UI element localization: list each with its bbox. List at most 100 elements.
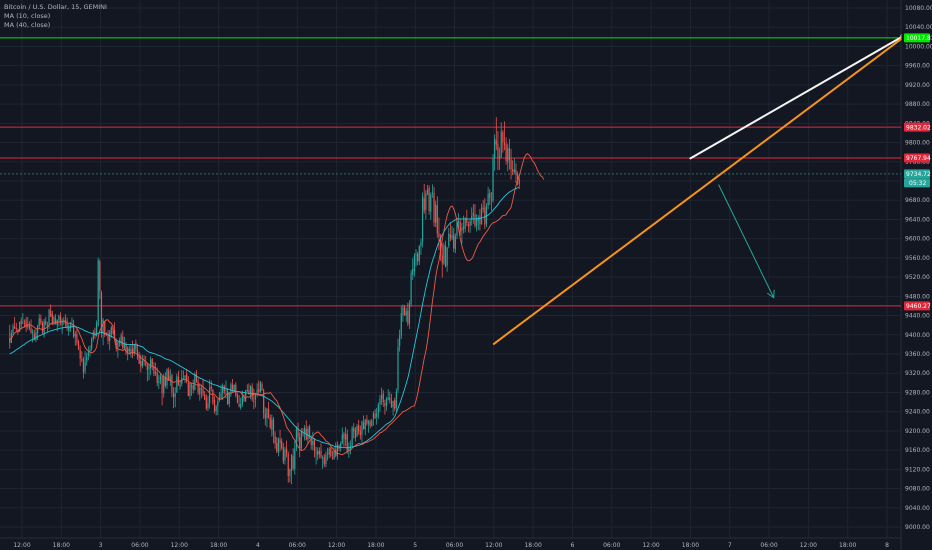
candle-body — [467, 224, 470, 227]
candle — [469, 218, 471, 233]
candle-body — [472, 212, 474, 217]
candle — [397, 338, 399, 393]
candle — [297, 422, 299, 442]
candle-body — [217, 401, 219, 406]
candle — [27, 316, 29, 330]
candle-body — [40, 318, 42, 324]
candle-body — [130, 348, 132, 354]
candle — [369, 419, 371, 429]
ma40-line — [9, 186, 520, 449]
candle — [245, 390, 247, 403]
candle — [435, 200, 437, 228]
candle — [374, 409, 376, 419]
x-tick-label: 18:00 — [210, 542, 227, 549]
x-tick-label: 18:00 — [839, 542, 856, 549]
candle-body — [225, 390, 227, 391]
candle-body — [161, 377, 163, 394]
candle — [458, 213, 460, 229]
candle-body — [426, 189, 429, 195]
candle — [246, 384, 248, 392]
y-tick-label: 10040.00 — [905, 24, 932, 31]
candle — [227, 388, 229, 405]
price-axis[interactable]: 9000.00 9040.00 9080.00 9120.00 9160.00 9200.… — [901, 0, 932, 550]
y-tick-label: 9600.00 — [905, 236, 930, 243]
candle-body — [97, 260, 99, 326]
y-tick-label: 9880.00 — [905, 101, 930, 108]
x-tick-label: 8 — [885, 542, 889, 549]
candle-body — [413, 255, 415, 272]
candle — [323, 453, 325, 467]
trendline[interactable] — [492, 36, 904, 345]
ma40-legend[interactable]: MA (40, close) — [4, 21, 51, 29]
candle-body — [197, 381, 199, 393]
candle-body — [302, 433, 304, 435]
candle-body — [61, 320, 63, 325]
candle-body — [336, 444, 338, 457]
candle — [377, 402, 379, 419]
candle — [502, 130, 504, 153]
x-tick-label: 18:00 — [524, 542, 541, 549]
candle-body — [151, 358, 153, 366]
y-tick-label: 9080.00 — [905, 486, 930, 493]
x-tick-label: 06:00 — [760, 542, 777, 549]
price-tag-bg — [904, 122, 930, 132]
candle — [448, 228, 450, 249]
time-axis[interactable]: 12:00 18:00 3 06:00 12:00 18:00 4 06:00 12:00 18:… — [13, 542, 889, 549]
candle — [421, 192, 424, 248]
candle — [222, 383, 224, 401]
symbol-title[interactable]: Bitcoin / U.S. Dollar, 15, GEMINI — [4, 3, 107, 11]
candle-body — [348, 447, 350, 452]
candle-body — [361, 421, 363, 435]
candle-body — [300, 431, 302, 449]
candle-body — [299, 437, 301, 449]
candle-body — [158, 381, 160, 383]
candle-body — [233, 385, 235, 392]
candle-body — [402, 307, 404, 316]
candle — [97, 257, 99, 327]
candle-body — [428, 187, 430, 211]
candle-body — [444, 245, 447, 267]
candle-body — [290, 454, 293, 471]
candle — [292, 448, 294, 471]
candle-body — [462, 226, 465, 230]
y-tick-label: 10000.00 — [905, 43, 932, 50]
candle — [281, 438, 283, 450]
price-tags: 10017.81 9832.02 9767.94 9460.27 9734.72 05:3… — [904, 33, 932, 311]
x-tick-label: 06:00 — [603, 542, 620, 549]
candle — [376, 407, 378, 425]
candle-body — [379, 398, 381, 405]
candle — [410, 269, 412, 307]
candle-body — [490, 199, 492, 201]
y-tick-label: 9280.00 — [905, 389, 930, 396]
candle-body — [135, 342, 137, 350]
candle-body — [322, 457, 324, 459]
projection-arrow[interactable] — [718, 184, 775, 299]
candle — [295, 426, 298, 452]
candle — [158, 374, 160, 390]
candle — [394, 397, 396, 412]
candle — [277, 437, 280, 457]
candle-body — [253, 401, 255, 403]
candle — [348, 442, 350, 458]
price-tag: 9767.94 — [904, 153, 931, 163]
candle-body — [200, 388, 203, 390]
candle — [381, 387, 383, 405]
candle-body — [249, 386, 252, 393]
candle-body — [471, 216, 473, 220]
candle — [153, 362, 155, 377]
x-tick-label: 6 — [571, 542, 575, 549]
candle-body — [438, 233, 440, 238]
candle-body — [48, 309, 50, 325]
candle — [408, 300, 411, 330]
candle — [508, 138, 511, 170]
trendline[interactable] — [689, 35, 904, 160]
candle-body — [38, 318, 40, 327]
candle — [164, 372, 166, 388]
candle — [266, 407, 268, 428]
y-tick-label: 9480.00 — [905, 293, 930, 300]
ma10-legend[interactable]: MA (10, close) — [4, 12, 51, 20]
candle-body — [243, 396, 245, 401]
candle — [40, 314, 42, 326]
price-tag: 9734.72 — [904, 169, 931, 179]
